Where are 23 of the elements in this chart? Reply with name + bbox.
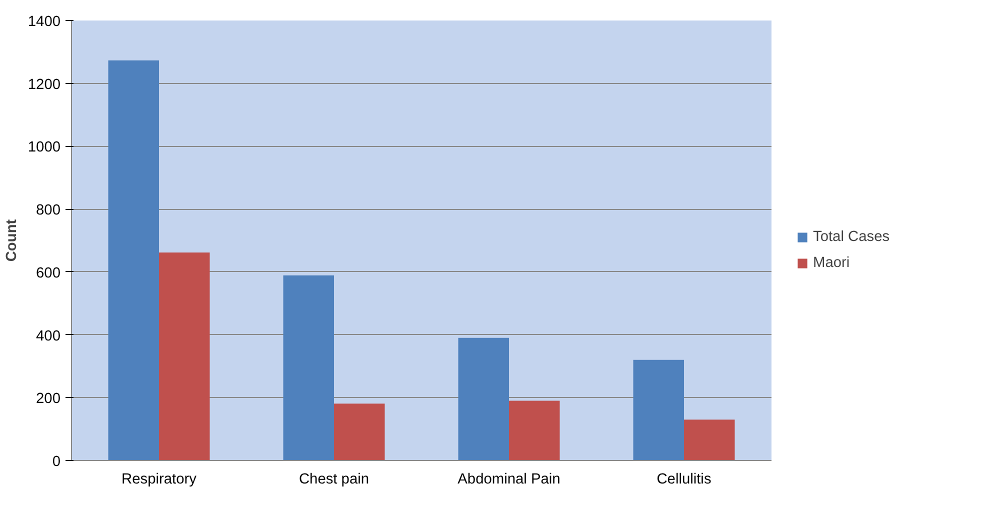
bar [108, 60, 159, 460]
y-axis-title: Count [4, 219, 20, 262]
legend-label: Total Cases [813, 229, 890, 245]
y-tick-label: 800 [36, 202, 61, 219]
y-tick-label: 200 [36, 391, 61, 408]
bar [509, 400, 560, 460]
bar [633, 360, 684, 460]
y-tick-label: 1400 [28, 14, 61, 30]
y-tick-label: 600 [36, 265, 61, 282]
bar [684, 420, 735, 460]
legend-label: Maori [813, 255, 850, 271]
x-tick-label: Chest pain [298, 472, 370, 488]
y-tick-label: 1000 [28, 140, 61, 156]
y-tick-label: 1200 [28, 76, 61, 93]
y-tick-label: 400 [36, 328, 61, 344]
bar [334, 404, 385, 460]
bar [458, 338, 509, 460]
x-tick-label: Respiratory [122, 472, 198, 488]
x-tick-label: Cellulitis [656, 472, 712, 488]
x-tick-label: Abdominal Pain [458, 472, 560, 488]
bar [283, 275, 334, 460]
y-tick-label: 0 [52, 454, 61, 470]
bar [159, 252, 210, 460]
